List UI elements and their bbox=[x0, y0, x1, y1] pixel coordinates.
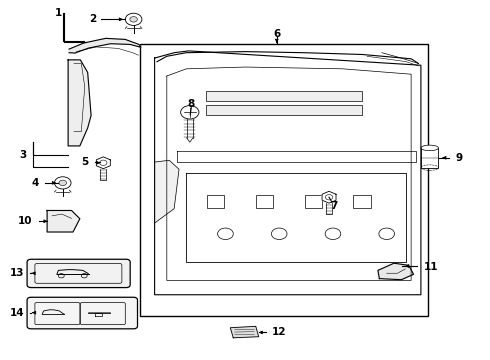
Text: 10: 10 bbox=[18, 216, 32, 226]
Text: 12: 12 bbox=[272, 327, 286, 337]
Text: 14: 14 bbox=[9, 308, 24, 318]
Polygon shape bbox=[47, 211, 80, 232]
Bar bbox=[421, 148, 439, 168]
Bar bbox=[305, 195, 322, 208]
Text: 2: 2 bbox=[89, 14, 96, 24]
Polygon shape bbox=[97, 157, 110, 169]
Bar bbox=[256, 195, 273, 208]
Circle shape bbox=[125, 13, 142, 26]
Polygon shape bbox=[230, 326, 259, 338]
Text: 5: 5 bbox=[81, 157, 89, 167]
Polygon shape bbox=[68, 60, 91, 146]
FancyBboxPatch shape bbox=[27, 297, 138, 329]
Bar bbox=[140, 44, 428, 316]
Ellipse shape bbox=[421, 145, 439, 151]
Text: 13: 13 bbox=[10, 268, 24, 278]
Bar bbox=[353, 195, 371, 208]
Text: 8: 8 bbox=[188, 99, 195, 109]
Polygon shape bbox=[378, 263, 414, 280]
Polygon shape bbox=[69, 39, 141, 53]
Bar bbox=[207, 195, 224, 208]
Text: 1: 1 bbox=[55, 8, 62, 18]
Bar bbox=[206, 105, 362, 116]
FancyBboxPatch shape bbox=[27, 259, 130, 288]
Circle shape bbox=[59, 180, 67, 186]
Text: 3: 3 bbox=[19, 150, 26, 160]
Polygon shape bbox=[155, 160, 179, 223]
Text: 6: 6 bbox=[273, 29, 280, 39]
Text: 11: 11 bbox=[423, 262, 438, 272]
Text: 4: 4 bbox=[31, 178, 39, 188]
Bar bbox=[206, 91, 362, 101]
Text: 7: 7 bbox=[330, 201, 338, 211]
Circle shape bbox=[130, 17, 137, 22]
Text: 9: 9 bbox=[455, 153, 462, 163]
Circle shape bbox=[54, 177, 71, 189]
Circle shape bbox=[181, 105, 199, 119]
Polygon shape bbox=[322, 191, 336, 203]
